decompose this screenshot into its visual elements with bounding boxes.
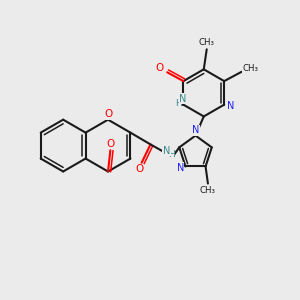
Text: H: H	[175, 99, 182, 108]
Text: CH₃: CH₃	[242, 64, 258, 73]
Text: O: O	[106, 139, 115, 149]
Text: O: O	[104, 110, 113, 119]
Text: CH₃: CH₃	[199, 38, 215, 47]
Text: N: N	[176, 163, 184, 173]
Text: N: N	[192, 125, 200, 135]
Text: N: N	[179, 94, 187, 104]
Text: H: H	[168, 150, 175, 159]
Text: O: O	[135, 164, 143, 174]
Text: N: N	[227, 101, 234, 111]
Text: CH₃: CH₃	[200, 185, 216, 194]
Text: N: N	[163, 146, 170, 156]
Text: O: O	[156, 63, 164, 73]
